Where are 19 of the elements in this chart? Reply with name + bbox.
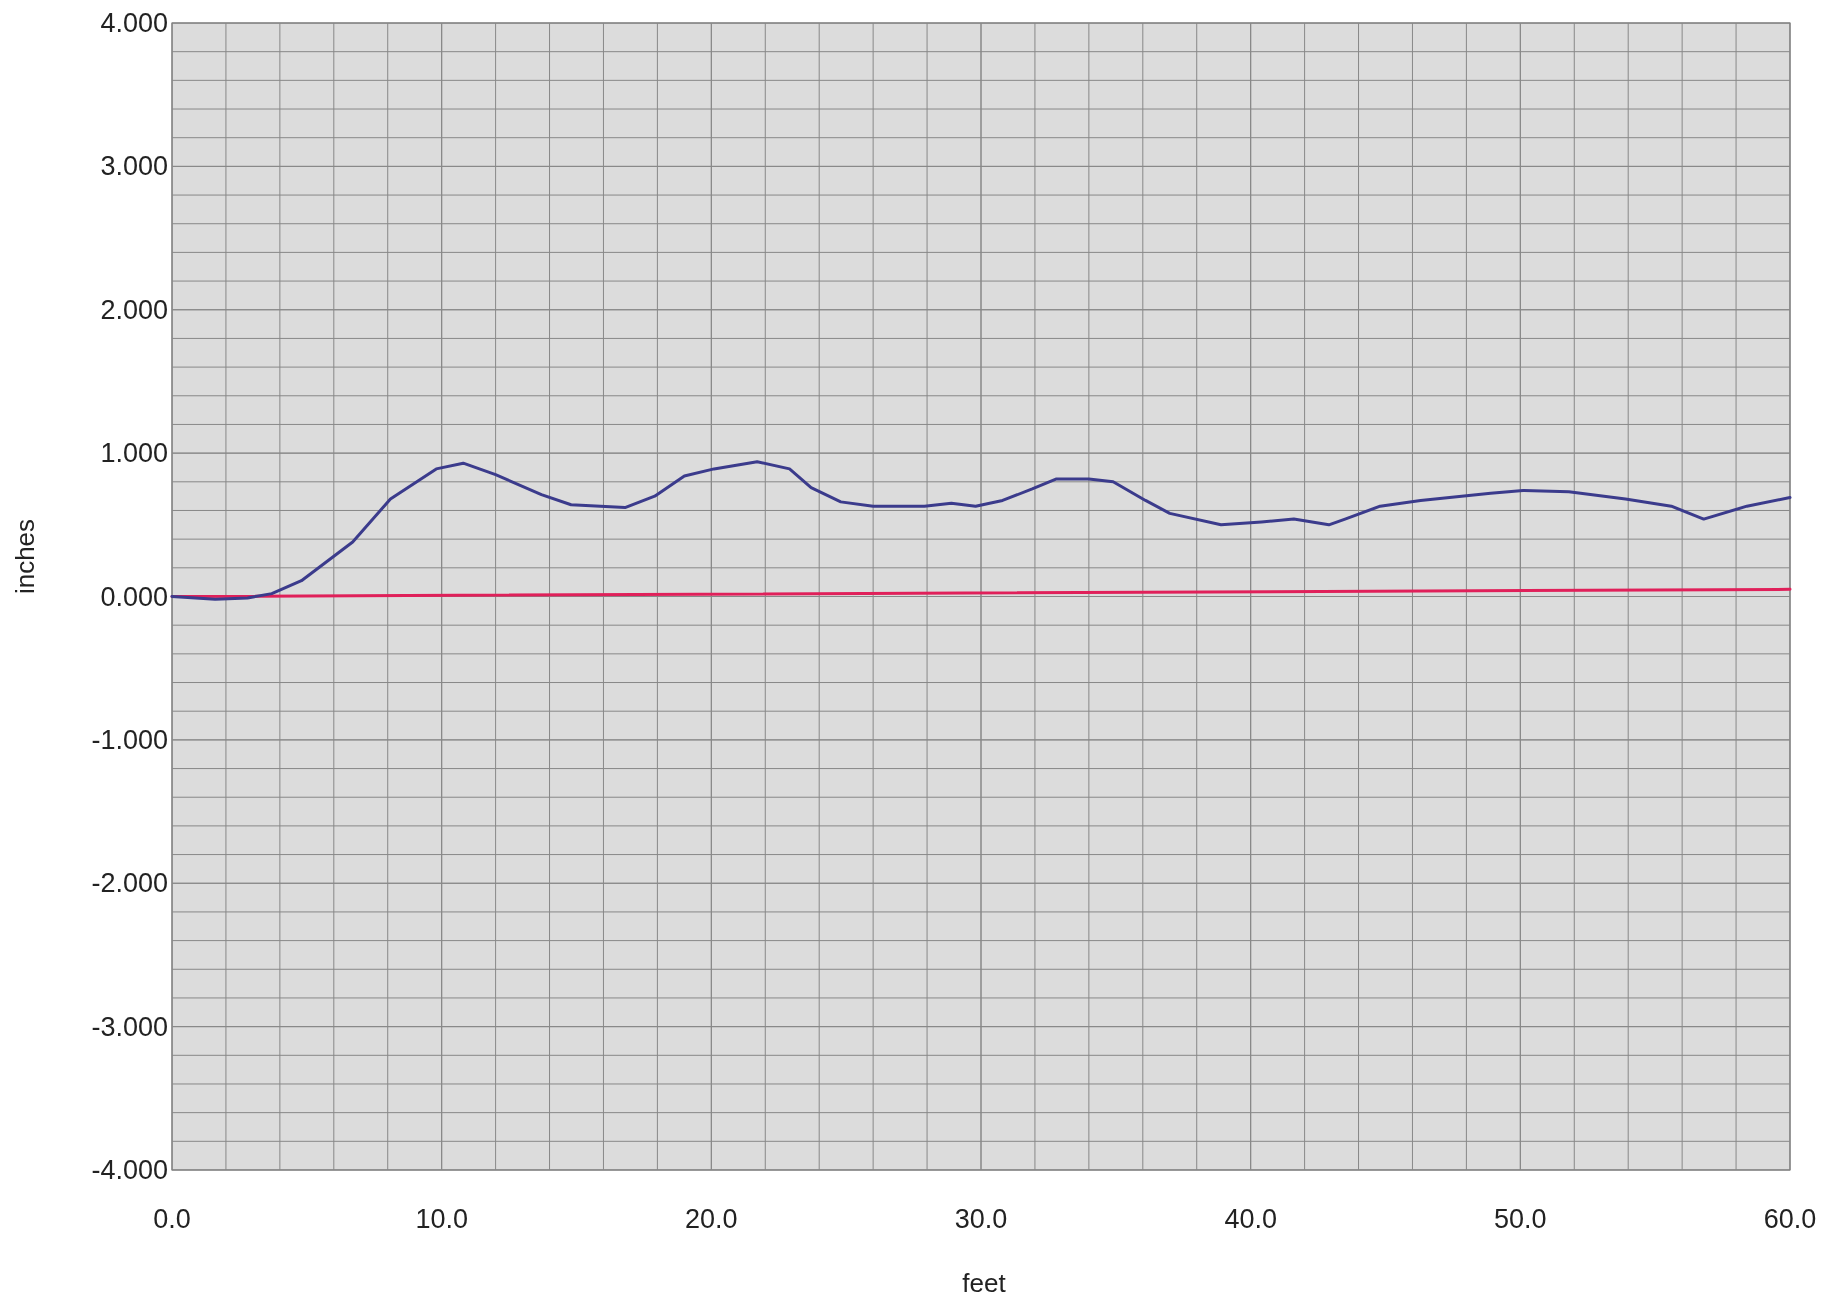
x-tick-label: 10.0 — [415, 1204, 468, 1234]
x-tick-label: 30.0 — [954, 1204, 1008, 1234]
y-axis-title: inches — [10, 518, 40, 595]
line-series — [170, 460, 1792, 601]
y-tick-label: 0.000 — [100, 581, 168, 612]
y-tick-label: -3.000 — [91, 1011, 168, 1042]
y-tick-label: -2.000 — [91, 868, 168, 899]
y-tick-label: 2.000 — [100, 294, 168, 325]
y-tick-label: 1.000 — [100, 438, 168, 469]
y-tick-label: 4.000 — [100, 8, 168, 38]
x-tick-label: 40.0 — [1224, 1204, 1277, 1234]
y-tick-label: -4.000 — [91, 1155, 168, 1185]
y-tick-label: -1.000 — [91, 724, 168, 755]
x-axis-title: feet — [962, 1268, 1007, 1298]
x-tick-label: 50.0 — [1494, 1204, 1547, 1234]
y-tick-label: 3.000 — [100, 151, 168, 182]
x-tick-label: 0.0 — [153, 1204, 191, 1234]
x-tick-label: 60.0 — [1763, 1204, 1817, 1234]
x-tick-label: 20.0 — [685, 1204, 738, 1234]
